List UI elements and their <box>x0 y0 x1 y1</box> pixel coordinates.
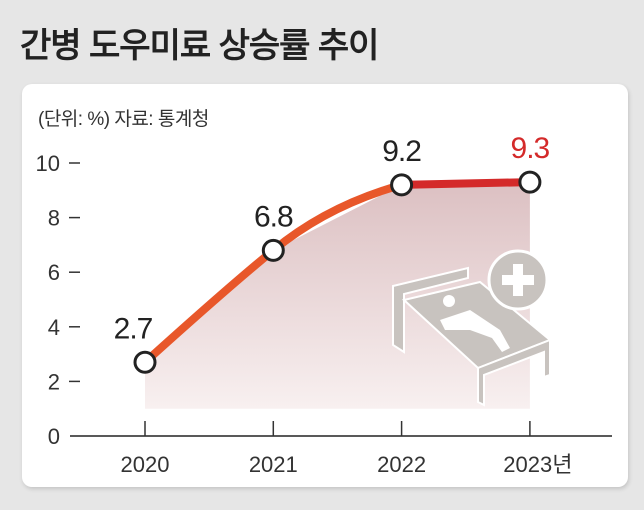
unit-source-note: (단위: %) 자료: 통계청 <box>38 109 209 130</box>
x-tick-label: 2020 <box>121 452 170 477</box>
y-tick-label: 10 <box>36 151 60 176</box>
y-tick-label: 6 <box>48 260 60 285</box>
data-point <box>261 238 285 262</box>
data-point <box>518 170 542 194</box>
data-point <box>390 173 414 197</box>
y-tick-label: 0 <box>48 424 60 449</box>
y-tick-label: 2 <box>48 369 60 394</box>
chart-title: 간병 도우미료 상승률 추이 <box>20 27 379 65</box>
x-tick-label: 2022 <box>377 452 426 477</box>
y-tick-label: 4 <box>48 315 60 340</box>
data-label: 9.2 <box>382 135 421 168</box>
data-point <box>133 350 157 374</box>
x-tick-label: 2021 <box>249 452 298 477</box>
y-tick-label: 8 <box>48 206 60 231</box>
data-label: 2.7 <box>114 312 153 345</box>
area-fill <box>145 182 530 409</box>
data-label: 6.8 <box>254 200 293 233</box>
series-line-red <box>401 178 530 189</box>
hospital-bed-icon <box>392 249 552 407</box>
data-label: 9.3 <box>511 132 550 165</box>
x-tick-label: 2023년 <box>503 452 572 477</box>
